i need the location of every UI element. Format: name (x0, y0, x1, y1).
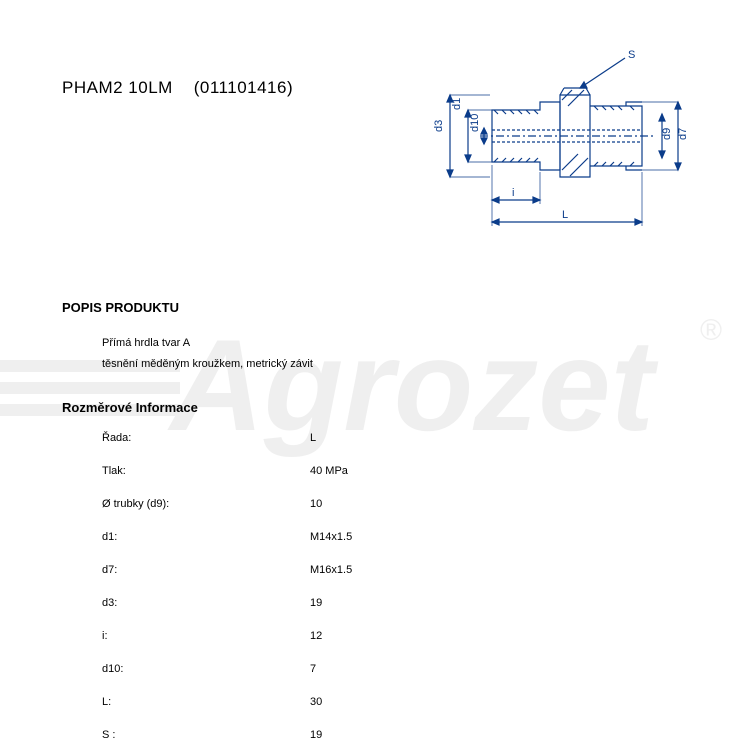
page: Agrozet ® PHAM2 10LM (011101416) (0, 0, 750, 750)
spec-value: M16x1.5 (310, 564, 352, 576)
spec-label: d10: (102, 663, 123, 675)
spec-value: 19 (310, 597, 322, 609)
spec-label: d7: (102, 564, 117, 576)
spec-label: L: (102, 696, 111, 708)
spec-label: Tlak: (102, 465, 126, 477)
spec-label: d3: (102, 597, 117, 609)
diagram-lines (447, 58, 681, 226)
diagram-label-d3: d3 (433, 120, 445, 132)
product-code: (011101416) (194, 78, 293, 97)
product-title: PHAM2 10LM (011101416) (62, 78, 293, 98)
spec-value: M14x1.5 (310, 531, 352, 543)
spec-value: L (310, 432, 316, 444)
product-model: PHAM2 10LM (62, 78, 173, 97)
spec-label: Ø trubky (d9): (102, 498, 169, 510)
technical-diagram: S d1 d3 d10 d7 d9 i L (430, 40, 700, 240)
spec-value: 19 (310, 729, 322, 741)
diagram-label-d7: d7 (677, 128, 689, 140)
diagram-label-s: S (628, 49, 635, 61)
diagram-label-d1: d1 (451, 98, 463, 110)
diagram-label-i: i (512, 187, 514, 199)
spec-value: 30 (310, 696, 322, 708)
spec-label: S : (102, 729, 115, 741)
diagram-label-d10: d10 (469, 114, 481, 132)
svg-text:®: ® (700, 314, 722, 347)
diagram-label-d9: d9 (661, 128, 673, 140)
description-line-1: Přímá hrdla tvar A (102, 337, 190, 349)
watermark-text: Agrozet (167, 312, 659, 458)
spec-label: d1: (102, 531, 117, 543)
diagram-labels: S d1 d3 d10 d7 d9 i L (433, 49, 689, 221)
spec-value: 7 (310, 663, 316, 675)
diagram-label-l: L (562, 209, 568, 221)
spec-label: Řada: (102, 432, 131, 444)
spec-label: i: (102, 630, 108, 642)
spec-value: 12 (310, 630, 322, 642)
description-line-2: těsnění měděným kroužkem, metrický závit (102, 358, 313, 370)
section-header-popis: POPIS PRODUKTU (62, 300, 179, 315)
spec-value: 40 MPa (310, 465, 348, 477)
spec-value: 10 (310, 498, 322, 510)
section-header-rozmer: Rozměrové Informace (62, 400, 198, 415)
